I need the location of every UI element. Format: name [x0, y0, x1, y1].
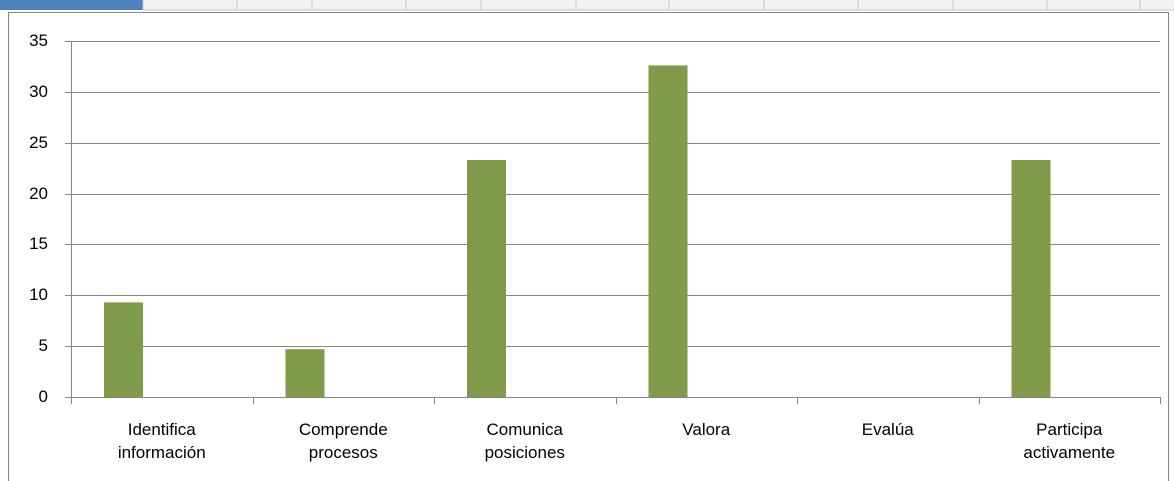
x-tick-label: Evalúa [861, 420, 914, 439]
chart-border [8, 12, 1169, 481]
y-tick-label: 25 [29, 133, 48, 152]
tab-strip [142, 0, 1174, 11]
x-tick-label: Participa activamente [1023, 420, 1116, 462]
bar [467, 160, 506, 397]
y-tick-label: 30 [29, 82, 48, 101]
bar [648, 65, 688, 397]
x-tick-label: Identifica información [117, 420, 206, 462]
y-tick-label: 35 [29, 31, 48, 50]
y-tick-label: 20 [29, 184, 48, 203]
y-tick-label: 10 [29, 285, 48, 304]
active-tab[interactable] [0, 0, 143, 10]
x-tick-label: Valora [682, 420, 731, 439]
x-tick-label: Comunica posiciones [484, 420, 565, 462]
y-tick-label: 0 [39, 387, 48, 406]
bar [104, 302, 143, 397]
bar [285, 349, 325, 397]
x-tick-label: Comprende procesos [298, 420, 388, 462]
y-tick-label: 5 [39, 336, 48, 355]
y-tick-label: 15 [29, 234, 48, 253]
bar [1011, 160, 1051, 397]
